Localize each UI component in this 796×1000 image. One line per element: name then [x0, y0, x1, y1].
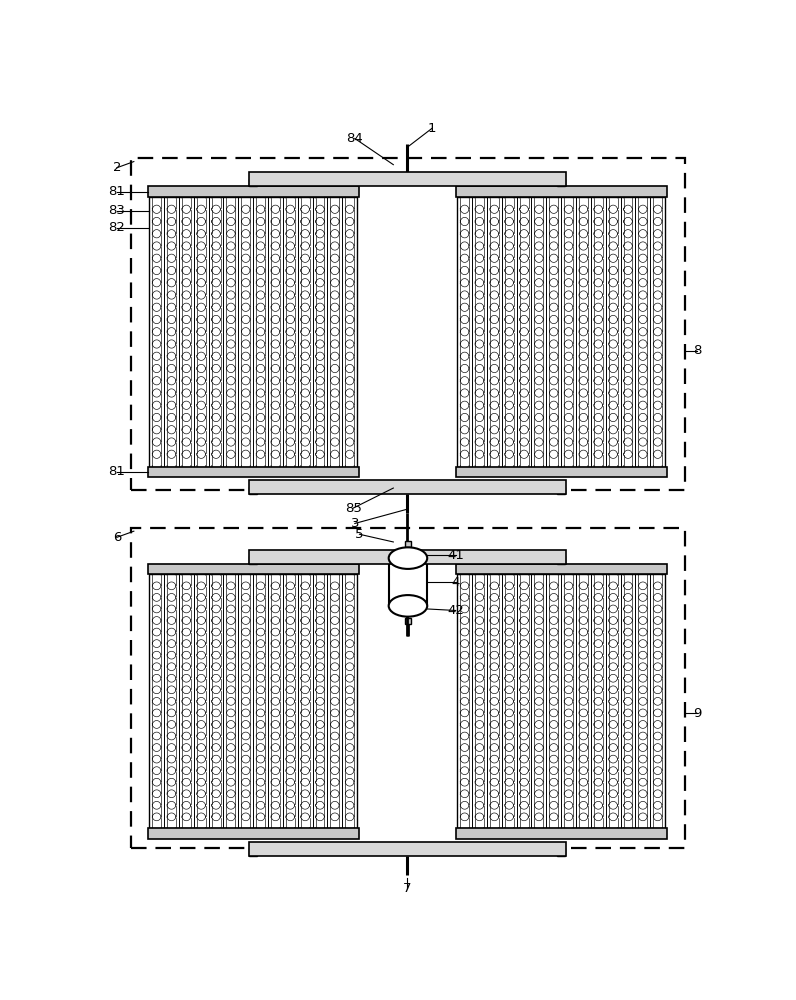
Text: 81: 81	[108, 465, 125, 478]
Text: 6: 6	[113, 531, 121, 544]
Text: 1: 1	[427, 122, 436, 135]
Text: 4: 4	[451, 576, 460, 588]
Bar	[455, 466, 667, 477]
Text: 85: 85	[345, 502, 361, 515]
Bar	[455, 564, 667, 574]
Text: 5: 5	[355, 528, 364, 541]
Text: 3: 3	[350, 517, 359, 530]
Text: 8: 8	[693, 344, 701, 357]
Bar	[249, 848, 257, 856]
Text: 2: 2	[113, 161, 121, 174]
Text: 9: 9	[693, 707, 701, 720]
Bar	[455, 828, 667, 839]
Bar	[248, 172, 566, 186]
Bar	[131, 528, 685, 848]
Bar	[248, 480, 566, 494]
Bar	[148, 564, 359, 574]
Bar	[249, 487, 257, 494]
Text: 84: 84	[346, 132, 363, 145]
Bar	[557, 556, 565, 564]
Text: 82: 82	[108, 221, 125, 234]
Bar	[388, 558, 427, 606]
Text: 83: 83	[108, 204, 125, 217]
Bar	[249, 179, 257, 186]
Text: 81: 81	[108, 185, 125, 198]
Ellipse shape	[388, 547, 427, 569]
Bar	[248, 550, 566, 564]
Bar	[457, 574, 665, 828]
Bar	[249, 556, 257, 564]
Bar	[557, 848, 565, 856]
Bar	[148, 828, 359, 839]
Bar	[149, 197, 357, 466]
Bar	[457, 197, 665, 466]
Bar	[405, 541, 411, 547]
Text: 41: 41	[447, 549, 464, 562]
Bar	[557, 487, 565, 494]
Bar	[248, 842, 566, 856]
Text: 7: 7	[403, 882, 412, 895]
Bar	[149, 574, 357, 828]
Bar	[148, 466, 359, 477]
Bar	[148, 186, 359, 197]
Ellipse shape	[388, 595, 427, 617]
Bar	[405, 618, 411, 624]
Text: 42: 42	[447, 604, 464, 617]
Bar	[455, 186, 667, 197]
Bar	[131, 158, 685, 490]
Bar	[557, 179, 565, 186]
